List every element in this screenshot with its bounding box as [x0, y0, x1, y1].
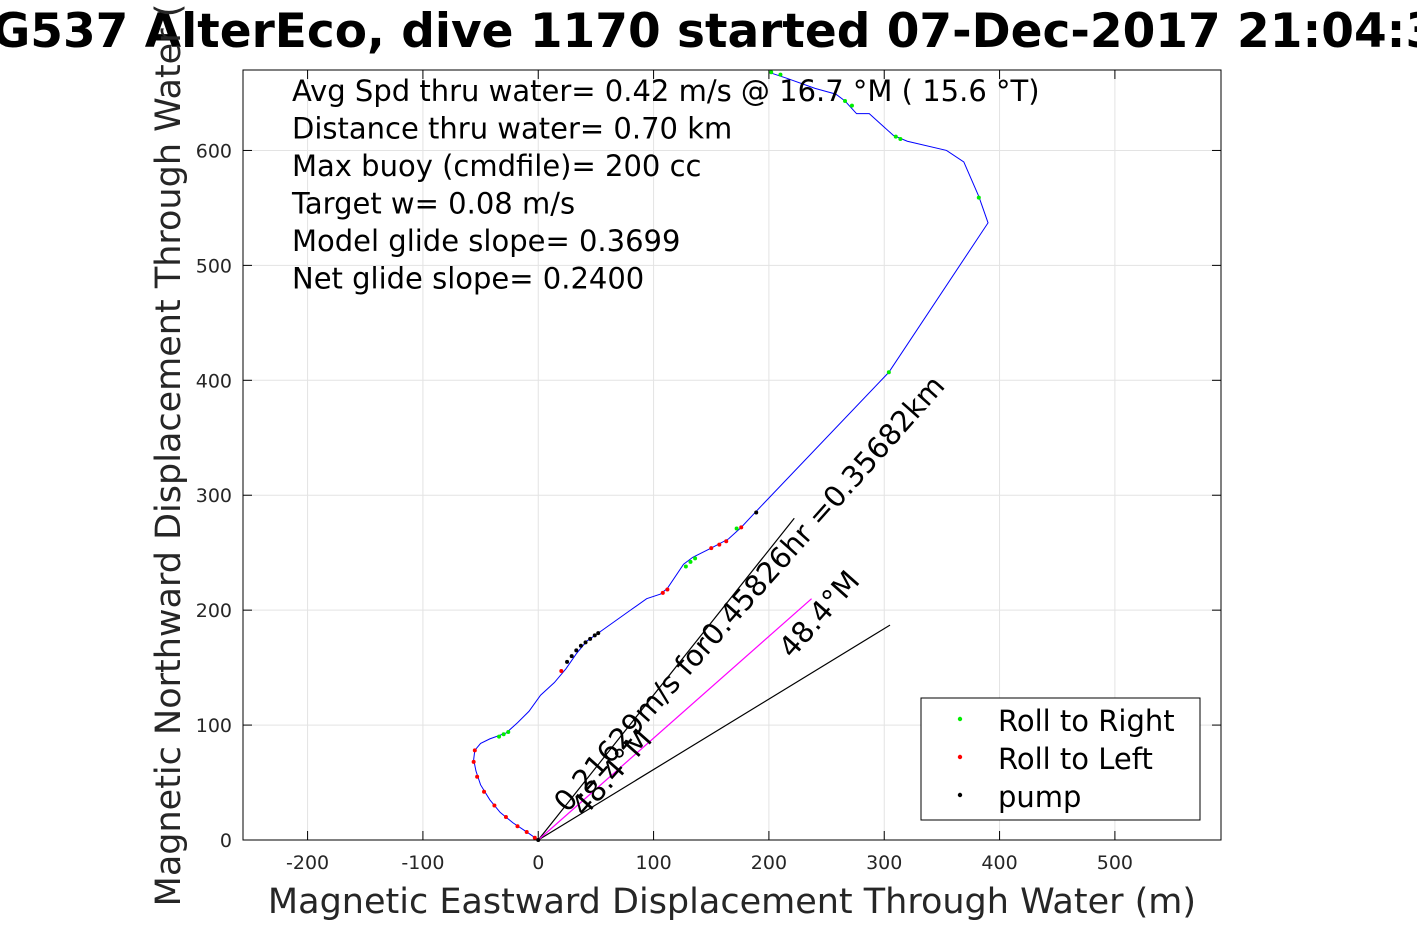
y-tick-label: 500 — [196, 255, 232, 277]
info-line: Distance thru water= 0.70 km — [292, 112, 732, 146]
data-point — [578, 643, 583, 648]
data-point — [898, 136, 903, 141]
data-point — [683, 564, 688, 569]
chart-title: SG537 AlterEco, dive 1170 started 07-Dec… — [0, 4, 1417, 59]
data-point — [688, 559, 693, 564]
data-point — [565, 659, 570, 664]
data-point — [739, 525, 744, 530]
x-tick-label: 300 — [866, 852, 902, 874]
data-point — [569, 654, 574, 659]
data-point — [592, 633, 597, 638]
data-point — [559, 669, 564, 674]
info-line: Net glide slope= 0.2400 — [292, 262, 644, 296]
data-point — [532, 835, 537, 840]
y-tick-label: 100 — [196, 715, 232, 737]
info-text-block: Avg Spd thru water= 0.42 m/s @ 16.7 °M (… — [291, 74, 1040, 296]
data-point — [849, 103, 854, 108]
data-point — [769, 70, 774, 75]
x-tick-label: 500 — [1097, 852, 1133, 874]
data-point — [709, 546, 714, 551]
grid-layer — [243, 70, 1221, 841]
data-point — [665, 587, 670, 592]
data-point — [475, 774, 480, 779]
legend: Roll to Right Roll to Left pump — [920, 697, 1201, 821]
y-tick-label: 300 — [196, 485, 232, 507]
info-line: Avg Spd thru water= 0.42 m/s @ 16.7 °M (… — [292, 74, 1040, 108]
data-point — [754, 510, 759, 515]
y-tick-label: 600 — [196, 140, 232, 162]
data-point — [583, 640, 588, 645]
y-tick-label: 400 — [196, 370, 232, 392]
reference-line — [537, 624, 891, 841]
annotation-text: 48.4°M — [772, 564, 867, 664]
data-point — [717, 542, 722, 547]
plot-frame — [242, 69, 1222, 841]
track-line — [473, 71, 989, 841]
data-point — [588, 636, 593, 641]
data-point — [492, 803, 497, 808]
data-point — [976, 195, 981, 200]
y-tick-label: 200 — [196, 600, 232, 622]
y-axis-label: Magnetic Northward Displacement Through … — [149, 4, 189, 907]
reference-lines-layer — [537, 517, 891, 841]
data-point — [501, 732, 506, 737]
annotation-layer: 0.21629m/s for0.45826hr =0.35682km48.4°M… — [547, 369, 951, 823]
legend-box — [920, 697, 1201, 821]
data-point — [506, 729, 511, 734]
x-tick-label: 0 — [532, 852, 544, 874]
x-tick-label: -200 — [286, 852, 329, 874]
data-point — [778, 72, 783, 77]
x-tick-label: -100 — [401, 852, 444, 874]
data-point — [893, 134, 898, 139]
data-point — [843, 99, 848, 104]
legend-label: pump — [998, 780, 1081, 814]
data-point — [660, 590, 665, 595]
x-axis-label: Magnetic Eastward Displacement Through W… — [268, 882, 1196, 922]
y-tick-label: 0 — [220, 830, 232, 852]
data-point — [497, 734, 502, 739]
data-point — [724, 539, 729, 544]
info-line: Max buoy (cmdfile)= 200 cc — [292, 149, 701, 183]
legend-marker — [957, 716, 963, 722]
data-point — [596, 631, 601, 636]
data-point — [574, 648, 579, 653]
legend-marker — [957, 754, 963, 760]
data-point — [693, 556, 698, 561]
data-point — [886, 370, 891, 375]
info-line: Target w= 0.08 m/s — [291, 187, 575, 221]
data-point — [524, 829, 529, 834]
x-tick-label: 400 — [981, 852, 1017, 874]
x-tick-label: 100 — [635, 852, 671, 874]
tick-layer: -200 -100 0 100 200 300 400 500 0 100 200 300 400 500… — [196, 70, 1221, 874]
data-point — [503, 815, 508, 820]
info-line: Model glide slope= 0.3699 — [292, 224, 680, 258]
reference-line — [537, 598, 812, 841]
data-point — [471, 759, 476, 764]
reference-line — [537, 517, 795, 841]
data-point — [734, 526, 739, 531]
legend-label: Roll to Right — [998, 704, 1175, 738]
series-layer — [471, 70, 989, 842]
x-tick-label: 200 — [751, 852, 787, 874]
legend-marker — [957, 792, 963, 798]
data-point — [482, 789, 487, 794]
legend-label: Roll to Left — [998, 742, 1153, 776]
data-point — [472, 748, 477, 753]
data-point — [515, 824, 520, 829]
